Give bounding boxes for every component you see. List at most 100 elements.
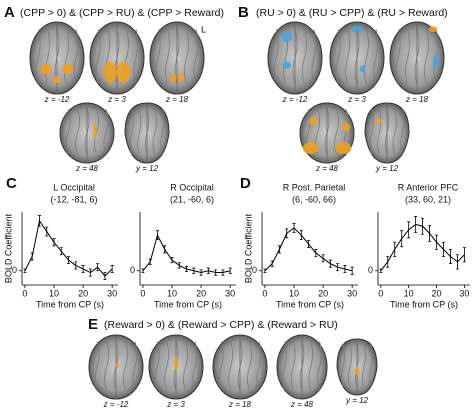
x-tick-label: 20 (196, 288, 206, 298)
y-tick-label: 0 (130, 265, 135, 275)
x-tick-label: 30 (107, 288, 117, 298)
error-bar (407, 221, 411, 239)
brain-fold (364, 29, 369, 84)
brain-fold (302, 29, 307, 84)
brain-fold (369, 108, 374, 155)
brain-fold (104, 341, 109, 390)
brain-fold (137, 108, 142, 155)
brain-fold (160, 108, 165, 155)
x-tick-label: 0 (378, 288, 383, 298)
error-bar (185, 265, 189, 273)
side-mark: L (201, 24, 206, 34)
brain-slice (336, 338, 378, 396)
chart-subtitle: (-12, -81, 6) (50, 194, 97, 204)
slice-label: z = 48 (290, 400, 314, 409)
brain-fold (164, 341, 169, 390)
panel-label: A (4, 4, 15, 21)
error-bar (74, 261, 78, 270)
error-bar (314, 248, 318, 257)
brain-fold (247, 341, 252, 390)
x-tick-label: 20 (432, 288, 442, 298)
error-bar (462, 247, 466, 263)
brain-fold (392, 108, 397, 155)
activation-blob (281, 31, 293, 42)
error-bar (448, 248, 452, 265)
error-bar (435, 234, 439, 250)
chart-title: L Occipital (53, 182, 95, 192)
error-bar (350, 266, 354, 275)
x-axis-label: Time from CP (s) (154, 299, 222, 309)
x-tick-label: 10 (167, 288, 177, 298)
slice-label: y = 12 (135, 164, 159, 173)
slice-label: z = -12 (44, 95, 70, 104)
brain-fold (35, 29, 41, 84)
y-axis-label: BOLD Coefficient (3, 213, 13, 283)
activation-blob (359, 65, 366, 73)
brain-fold (155, 29, 161, 84)
x-tick-label: 0 (22, 288, 27, 298)
brain-fold (184, 29, 189, 84)
error-bar (455, 254, 459, 270)
brain-fold (193, 29, 199, 84)
brain-slice (59, 102, 115, 164)
brain-fold (308, 341, 314, 390)
activation-blob (433, 54, 439, 69)
slice-label: z = 48 (315, 164, 339, 173)
y-axis-label: BOLD Coefficient (243, 213, 253, 283)
brain-fold (377, 108, 382, 155)
x-tick-label: 30 (347, 288, 357, 298)
error-bar (155, 230, 159, 240)
error-bar (206, 267, 210, 274)
brain-fold (183, 341, 188, 390)
error-bar (148, 258, 152, 265)
x-tick-label: 30 (459, 288, 469, 298)
slice-label: z = 18 (228, 400, 252, 409)
slice-label: z = 18 (165, 95, 189, 104)
error-bar (228, 267, 232, 274)
slice-label: y = 12 (375, 164, 399, 173)
slice-label: z = 3 (347, 95, 366, 104)
chart-title: R Post. Parietal (283, 182, 346, 192)
brain-fold (290, 341, 296, 390)
brain-fold (165, 29, 170, 84)
activation-blob (169, 73, 177, 83)
data-line (24, 219, 113, 277)
chart-title: R Anterior PFC (398, 182, 459, 192)
activation-blob (173, 357, 179, 371)
brain-fold (218, 341, 224, 390)
brain-fold (129, 108, 134, 155)
brain-fold (317, 341, 322, 390)
error-bar (221, 269, 225, 276)
brain-fold (341, 344, 345, 387)
error-bar (321, 254, 325, 263)
error-bar (328, 259, 332, 268)
y-tick-label: 0 (368, 265, 373, 275)
brain-fold (345, 29, 350, 84)
brain-fold (273, 29, 279, 84)
brain-fold (228, 341, 233, 390)
brain-fold (65, 108, 71, 155)
chart-title: R Occipital (170, 182, 214, 192)
slice-label: z = -12 (103, 400, 129, 409)
brain-fold (94, 341, 100, 390)
error-bar (170, 257, 174, 264)
brain-slice (276, 334, 328, 400)
brain-fold (424, 29, 429, 84)
error-bar (192, 267, 196, 274)
brain-slice (89, 21, 145, 95)
activation-blob (116, 362, 119, 369)
chart-subtitle: (21, -60, 6) (170, 194, 214, 204)
error-bar (37, 215, 41, 227)
panel-title: (Reward > 0) & (Reward > CPP) & (Reward … (104, 319, 338, 331)
panel-title: (RU > 0) & (RU > CPP) & (RU > Reward) (256, 7, 448, 19)
error-bar (177, 262, 181, 269)
activation-blob (351, 25, 363, 33)
x-tick-label: 20 (78, 288, 88, 298)
brain-slice (299, 102, 355, 164)
error-bar (141, 268, 145, 273)
brain-fold (73, 29, 79, 84)
brain-fold (154, 341, 160, 390)
brain-slice (88, 334, 144, 400)
brain-fold (192, 341, 198, 390)
